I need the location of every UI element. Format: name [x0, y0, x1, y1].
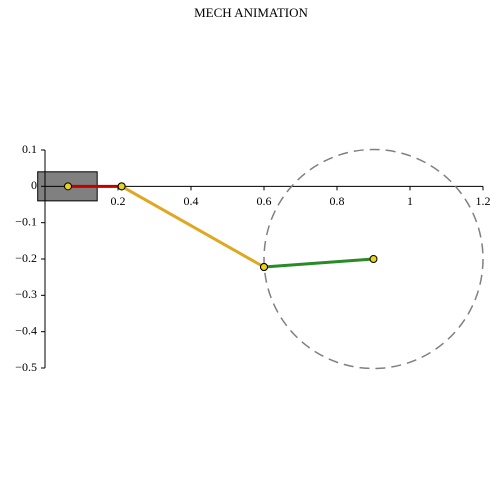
y-tick-label: −0.1: [15, 214, 37, 228]
y-tick-label: −0.3: [15, 287, 37, 301]
path-circle: [263, 148, 484, 370]
y-tick-label: 0: [31, 178, 37, 192]
y-tick-label: −0.5: [15, 360, 37, 374]
x-tick-label: 1.2: [476, 194, 491, 208]
y-tick-label: −0.4: [15, 323, 37, 337]
x-tick-label: 0.2: [111, 194, 126, 208]
pin: [369, 255, 378, 263]
pin: [117, 182, 126, 191]
x-tick-label: 0.4: [184, 194, 199, 208]
x-tick-label: 0.6: [257, 194, 272, 208]
pin: [260, 262, 268, 271]
x-tick-label: 1: [407, 194, 413, 208]
link: [263, 257, 374, 269]
link: [120, 185, 265, 269]
chart-title: MECH ANIMATION: [194, 5, 308, 20]
x-tick-label: 0.8: [330, 194, 345, 208]
y-tick-label: −0.2: [15, 251, 37, 265]
y-tick-label: 0.1: [22, 142, 37, 156]
pin: [63, 182, 72, 191]
